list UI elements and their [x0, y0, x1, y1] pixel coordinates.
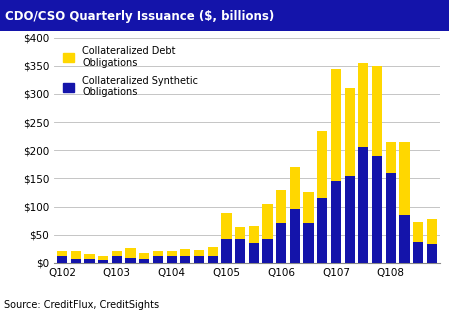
Bar: [221, 213, 232, 239]
Bar: [262, 239, 273, 263]
Bar: [153, 251, 163, 256]
Text: Source: CreditFlux, CreditSights: Source: CreditFlux, CreditSights: [4, 300, 159, 310]
Bar: [386, 142, 396, 173]
Bar: [344, 176, 355, 263]
Bar: [180, 249, 190, 256]
Bar: [427, 219, 437, 244]
Bar: [167, 256, 177, 263]
Bar: [112, 250, 122, 256]
Bar: [57, 250, 67, 256]
Bar: [276, 190, 286, 223]
Bar: [344, 88, 355, 176]
Bar: [98, 256, 108, 259]
Bar: [249, 243, 259, 263]
Bar: [112, 256, 122, 263]
Bar: [399, 215, 409, 263]
Bar: [358, 63, 369, 147]
Bar: [413, 222, 423, 242]
Bar: [221, 239, 232, 263]
Bar: [304, 192, 314, 223]
Legend: Collateralized Debt
Obligations, Collateralized Synthetic
Obligations: Collateralized Debt Obligations, Collate…: [59, 43, 202, 101]
Bar: [290, 209, 300, 263]
Bar: [249, 226, 259, 243]
Bar: [399, 142, 409, 215]
Bar: [235, 239, 245, 263]
Bar: [84, 259, 95, 263]
Bar: [57, 256, 67, 263]
Bar: [290, 167, 300, 209]
Bar: [413, 242, 423, 263]
Bar: [304, 223, 314, 263]
Bar: [276, 223, 286, 263]
Bar: [139, 259, 150, 263]
Text: CDO/CSO Quarterly Issuance ($, billions): CDO/CSO Quarterly Issuance ($, billions): [5, 10, 275, 23]
Bar: [317, 131, 327, 198]
Bar: [235, 227, 245, 239]
Bar: [153, 256, 163, 263]
Bar: [98, 259, 108, 263]
Bar: [372, 66, 382, 156]
Bar: [207, 256, 218, 263]
Bar: [167, 251, 177, 256]
Bar: [70, 251, 81, 259]
Bar: [262, 204, 273, 239]
Bar: [207, 247, 218, 256]
Bar: [372, 156, 382, 263]
Bar: [331, 69, 341, 181]
Bar: [194, 256, 204, 263]
Bar: [125, 248, 136, 259]
Bar: [70, 259, 81, 263]
Bar: [427, 244, 437, 263]
Bar: [317, 198, 327, 263]
Bar: [84, 254, 95, 259]
Bar: [358, 147, 369, 263]
Bar: [331, 181, 341, 263]
Bar: [139, 253, 150, 259]
Bar: [125, 259, 136, 263]
Bar: [194, 250, 204, 256]
Bar: [386, 173, 396, 263]
Bar: [180, 256, 190, 263]
